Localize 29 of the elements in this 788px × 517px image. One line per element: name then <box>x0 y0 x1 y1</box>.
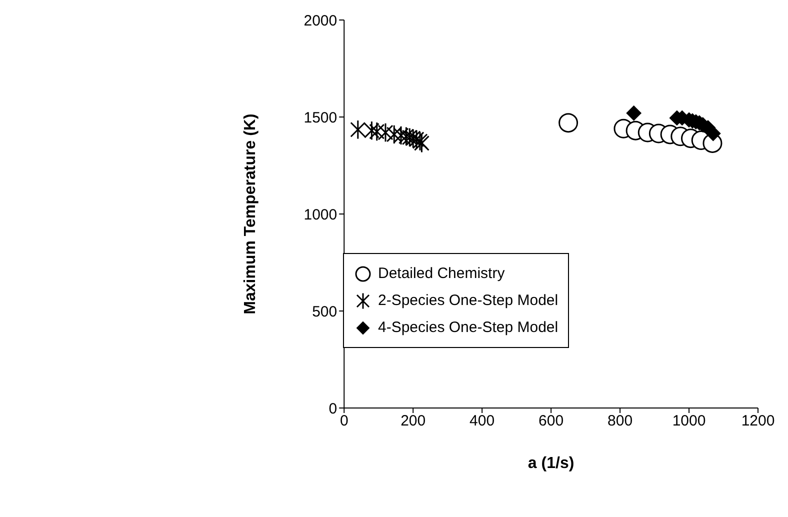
x-tick-label: 800 <box>608 412 633 430</box>
y-tick-label: 500 <box>312 303 338 320</box>
point <box>369 122 385 142</box>
x-tick-label: 600 <box>538 412 564 430</box>
point <box>393 126 409 146</box>
point <box>350 120 366 140</box>
y-axis-title: Maximum Temperature (K) <box>242 114 259 314</box>
point <box>364 120 380 140</box>
y-tick-label: 1500 <box>304 109 338 126</box>
legend-label: Detailed Chemistry <box>378 265 505 282</box>
legend-label: 4-Species One-Step Model <box>378 319 558 336</box>
point <box>386 124 402 144</box>
point <box>398 126 414 146</box>
point <box>405 128 421 148</box>
x-tick-label: 200 <box>400 412 426 430</box>
x-tick-label: 1000 <box>672 412 706 430</box>
x-tick-label: 400 <box>470 412 495 430</box>
point <box>402 128 418 148</box>
y-tick-label: 2000 <box>304 12 338 30</box>
x-tick-label: 1200 <box>741 412 775 430</box>
point <box>558 113 578 133</box>
point <box>626 106 642 121</box>
point <box>378 122 394 142</box>
y-tick-label: 0 <box>328 400 338 418</box>
y-tick-label: 1000 <box>304 206 338 224</box>
point <box>408 129 424 150</box>
x-axis-title: a (1/s) <box>528 455 574 472</box>
legend-label: 2-Species One-Step Model <box>378 292 558 309</box>
x-tick-label: 0 <box>340 412 348 430</box>
